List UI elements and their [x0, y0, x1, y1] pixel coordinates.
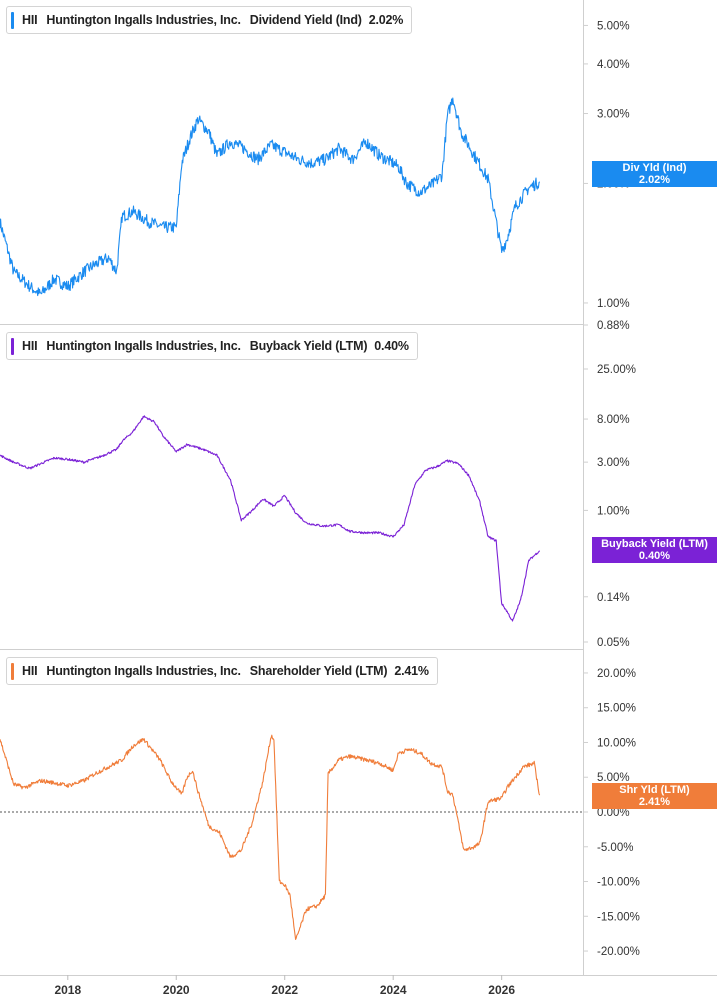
legend-company: Huntington Ingalls Industries, Inc.	[46, 664, 241, 678]
tag-value: 0.40%	[638, 550, 671, 562]
legend-metric: Shareholder Yield (LTM)	[249, 664, 388, 678]
y-tick-label: -15.00%	[597, 911, 640, 923]
y-tick-label: 5.00%	[597, 772, 630, 784]
legend-company: Huntington Ingalls Industries, Inc.	[46, 339, 241, 353]
y-tick-label: 15.00%	[597, 703, 636, 715]
y-tick-label: 3.00%	[597, 457, 630, 469]
tag-label: Shr Yld (LTM)	[619, 784, 690, 796]
x-tick-label: 2022	[271, 983, 298, 997]
tag-label: Div Yld (Ind)	[622, 162, 687, 174]
y-tick-label: -5.00%	[597, 842, 633, 854]
legend-ticker: HII	[22, 339, 38, 353]
series-line-1	[0, 97, 541, 297]
y-tick-label: 4.00%	[597, 59, 630, 71]
series-color-swatch	[11, 662, 14, 680]
y-tick-label: 1.00%	[597, 505, 630, 517]
x-tick-label: 2026	[488, 983, 515, 997]
y-tick-label: -20.00%	[597, 946, 640, 958]
y-tick-label: 0.14%	[597, 592, 630, 604]
y-tick-label: 25.00%	[597, 364, 636, 376]
legend-current-value: 0.40%	[374, 339, 409, 353]
y-tick-label: 1.00%	[597, 298, 630, 310]
y-tick-label: 5.00%	[597, 20, 630, 32]
legend-current-value: 2.02%	[368, 13, 404, 27]
legend-current-value: 2.41%	[394, 664, 429, 678]
y-tick-label: 10.00%	[597, 737, 636, 749]
legend-metric: Buyback Yield (LTM)	[249, 339, 368, 353]
series-color-swatch	[11, 11, 14, 29]
legend-metric: Dividend Yield (Ind)	[249, 13, 362, 27]
legend-company: Huntington Ingalls Industries, Inc.	[46, 13, 241, 27]
series-color-swatch	[11, 337, 14, 355]
legend-ticker: HII	[22, 13, 38, 27]
y-tick-label: 0.05%	[597, 637, 630, 649]
current-value-tag-dividend: Div Yld (Ind) 2.02%	[592, 161, 717, 187]
series-line-3	[0, 734, 541, 940]
tag-value: 2.02%	[638, 174, 671, 186]
legend-shareholder-yield[interactable]: HII Huntington Ingalls Industries, Inc. …	[6, 657, 438, 685]
current-value-tag-buyback: Buyback Yield (LTM) 0.40%	[592, 537, 717, 563]
tag-value: 2.41%	[638, 796, 671, 808]
y-tick-label: 20.00%	[597, 668, 636, 680]
legend-buyback-yield[interactable]: HII Huntington Ingalls Industries, Inc. …	[6, 332, 418, 360]
tag-label: Buyback Yield (LTM)	[601, 538, 708, 550]
x-tick-label: 2020	[163, 983, 190, 997]
y-tick-label: 0.88%	[597, 320, 630, 332]
legend-ticker: HII	[22, 664, 38, 678]
x-tick-label: 2018	[54, 983, 81, 997]
x-tick-label: 2024	[380, 983, 407, 997]
y-tick-label: 0.00%	[597, 807, 630, 819]
y-tick-label: 8.00%	[597, 414, 630, 426]
y-tick-label: -10.00%	[597, 877, 640, 889]
series-line-2	[0, 415, 541, 622]
y-tick-label: 3.00%	[597, 109, 630, 121]
current-value-tag-shareholder: Shr Yld (LTM) 2.41%	[592, 783, 717, 809]
legend-dividend-yield[interactable]: HII Huntington Ingalls Industries, Inc. …	[6, 6, 413, 34]
